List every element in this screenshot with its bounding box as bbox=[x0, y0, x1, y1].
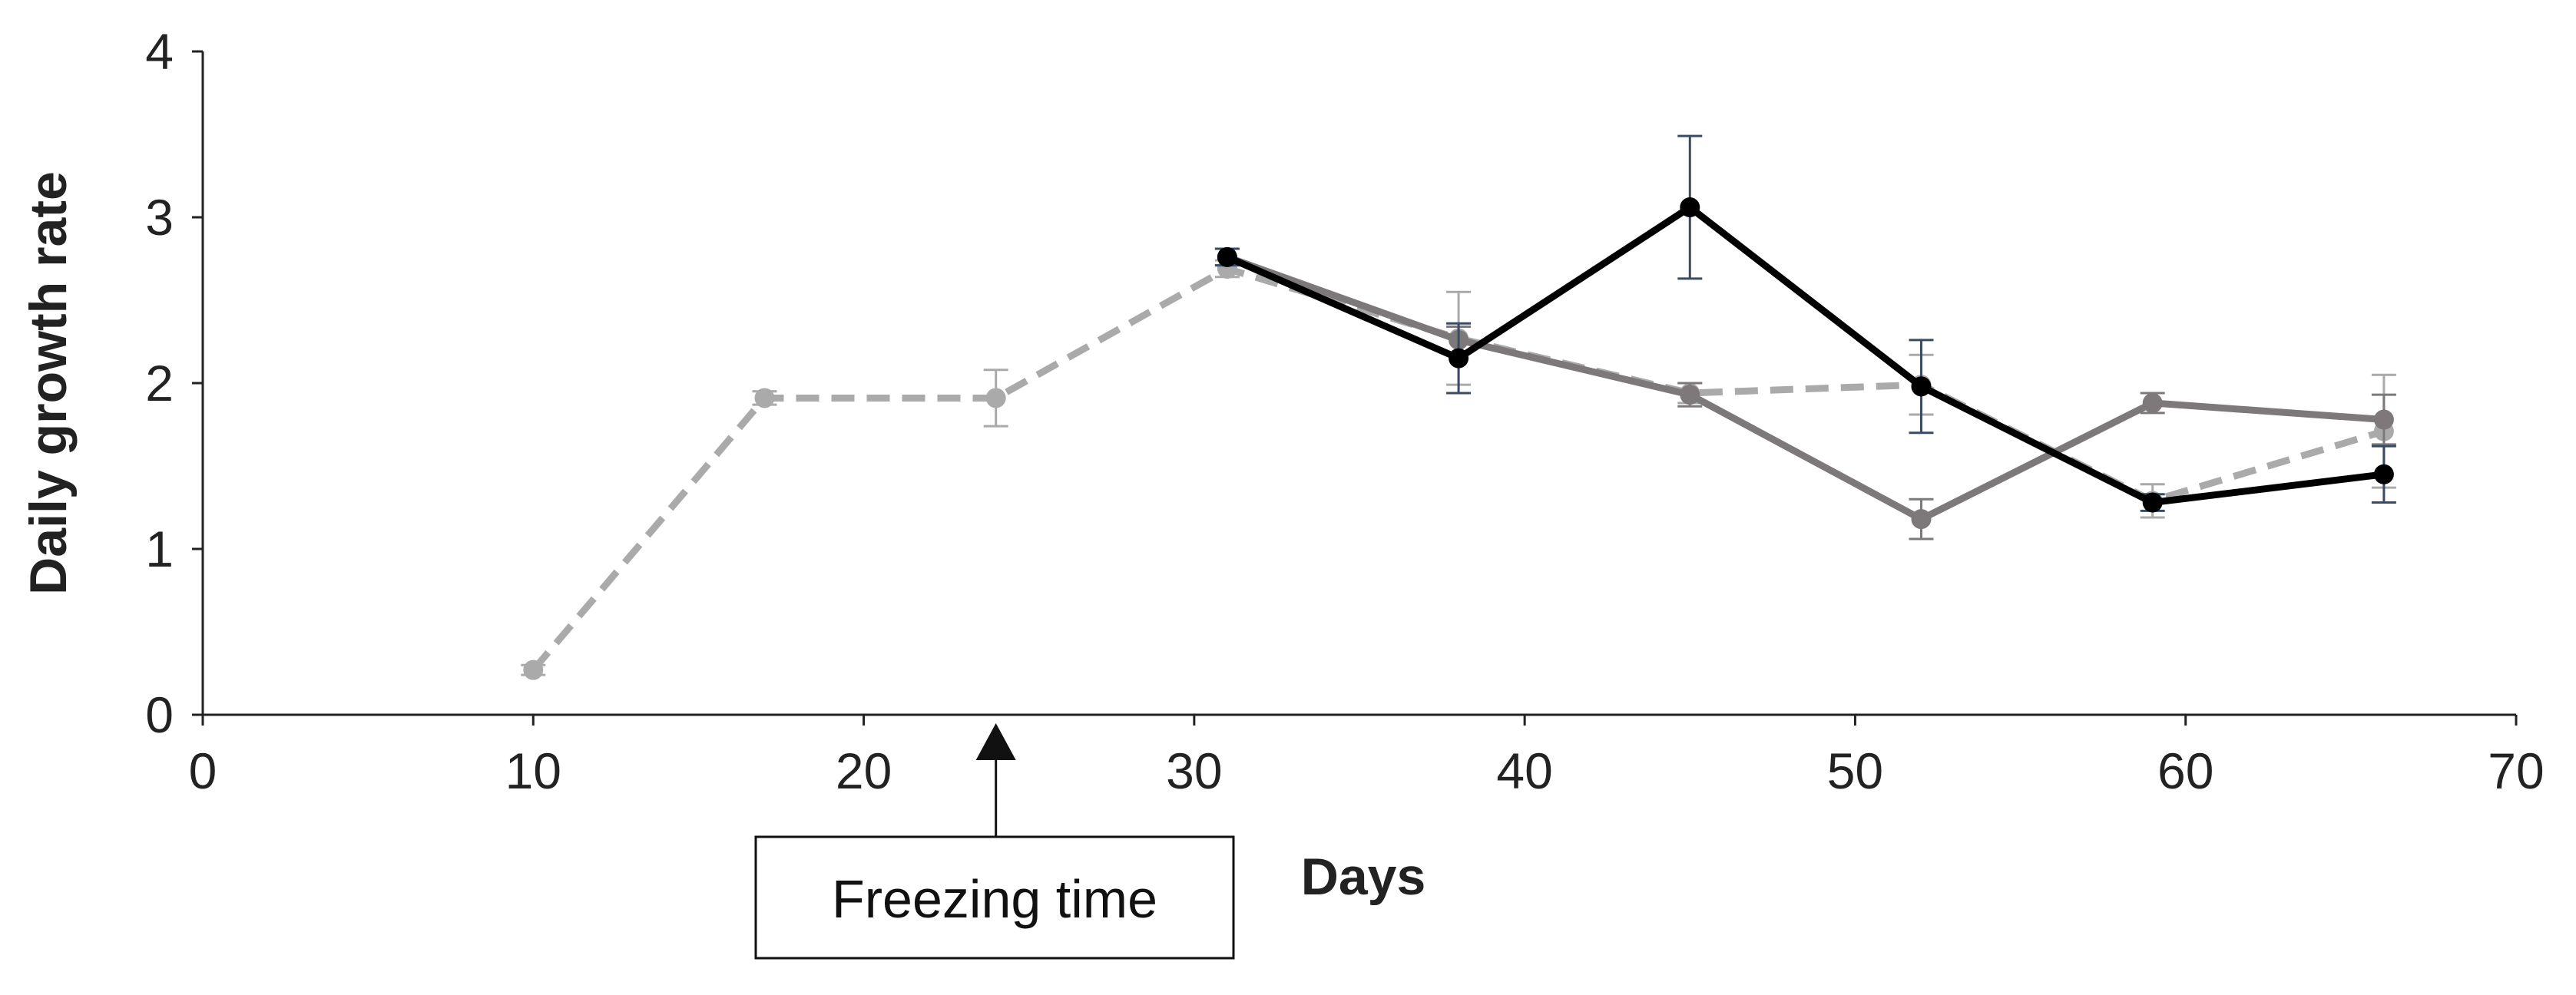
data-point bbox=[1680, 197, 1700, 218]
y-tick-label: 4 bbox=[145, 23, 174, 80]
data-point bbox=[1680, 385, 1700, 405]
data-point bbox=[985, 388, 1006, 408]
y-axis-title: Daily growth rate bbox=[19, 171, 78, 595]
annotation-group: Freezing time bbox=[754, 723, 1235, 960]
y-tick-label: 2 bbox=[145, 355, 174, 412]
y-tick-label: 0 bbox=[145, 686, 174, 743]
x-tick-label: 10 bbox=[505, 742, 561, 799]
y-tick-label: 1 bbox=[145, 521, 174, 577]
data-point bbox=[1911, 376, 1932, 397]
x-tick-label: 0 bbox=[189, 742, 217, 799]
freezing-time-box bbox=[754, 835, 1235, 960]
x-tick-label: 60 bbox=[2157, 742, 2213, 799]
x-tick-label: 40 bbox=[1496, 742, 1552, 799]
x-tick-label: 20 bbox=[836, 742, 892, 799]
data-point bbox=[754, 388, 775, 408]
x-axis-title: Days bbox=[1301, 848, 1426, 906]
freezing-time-label: Freezing time bbox=[832, 869, 1157, 929]
freezing-time-arrow-head bbox=[975, 723, 1016, 760]
data-point bbox=[2142, 392, 2163, 413]
series-group bbox=[521, 134, 2396, 680]
x-tick-label: 70 bbox=[2488, 742, 2544, 799]
data-point bbox=[2373, 409, 2394, 430]
series-2 bbox=[1214, 134, 2396, 513]
x-tick-label: 30 bbox=[1166, 742, 1222, 799]
data-point bbox=[1217, 246, 1237, 267]
data-point bbox=[2373, 464, 2394, 484]
data-point bbox=[1449, 348, 1469, 369]
data-point bbox=[1911, 509, 1932, 530]
data-point bbox=[523, 659, 544, 680]
y-tick-label: 3 bbox=[145, 189, 174, 246]
x-tick-label: 50 bbox=[1827, 742, 1883, 799]
axes: 0 10 20 30 40 50 60 70 0 1 2 3 4 bbox=[145, 23, 2544, 799]
data-point bbox=[2142, 492, 2163, 513]
series-line bbox=[1226, 253, 2385, 523]
series-line bbox=[1226, 203, 2385, 507]
series-0 bbox=[521, 258, 2396, 680]
